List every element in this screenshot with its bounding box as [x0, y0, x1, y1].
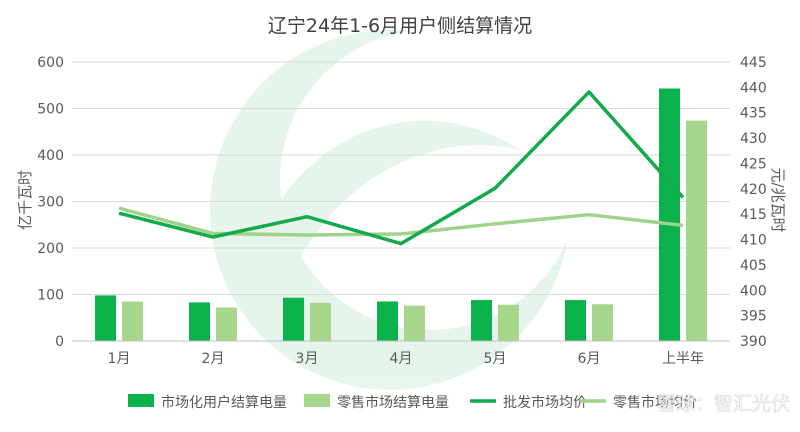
left-tick-label: 200 [37, 241, 64, 257]
legend-swatch [304, 394, 330, 407]
right-tick-label: 445 [740, 55, 767, 71]
x-tick-label: 6月 [578, 351, 601, 367]
right-tick-label: 390 [740, 334, 767, 350]
gridlines [72, 61, 730, 295]
right-tick-label: 435 [740, 106, 767, 122]
legend-label: 市场化用户结算电量 [161, 394, 287, 411]
bar-series [95, 88, 707, 341]
left-tick-label: 100 [37, 288, 64, 304]
bar [686, 120, 707, 341]
left-axis-ticks: 0 100 200 300 400 500 600 [37, 55, 64, 350]
bar [377, 301, 398, 341]
x-tick-label: 4月 [390, 351, 413, 367]
left-axis-label: 亿千瓦时 [16, 170, 34, 230]
bar [95, 295, 116, 341]
x-tick-label: 5月 [484, 351, 507, 367]
right-tick-label: 415 [740, 207, 767, 223]
left-tick-label: 600 [37, 55, 64, 71]
legend-label: 零售市场均价 [613, 394, 697, 411]
right-tick-label: 420 [740, 182, 767, 198]
right-tick-label: 425 [740, 156, 767, 172]
bar [565, 300, 586, 341]
right-tick-label: 405 [740, 258, 767, 274]
watermark-text: 雪球：智汇光伏 [657, 393, 790, 415]
right-axis-ticks: 390 395 400 405 410 415 420 425 430 435 440 445 [740, 55, 767, 350]
bar [592, 304, 613, 341]
right-tick-label: 400 [740, 283, 767, 299]
bar [404, 305, 425, 341]
bar [659, 88, 680, 341]
right-tick-label: 410 [740, 233, 767, 249]
series-line [118, 90, 685, 246]
right-tick-label: 395 [740, 309, 767, 325]
legend-swatch [128, 394, 154, 407]
left-tick-label: 300 [37, 195, 64, 211]
left-tick-label: 400 [37, 148, 64, 164]
x-tick-label: 上半年 [662, 351, 704, 367]
right-axis-label: 元/兆瓦时 [769, 167, 787, 232]
right-tick-label: 440 [740, 80, 767, 96]
bar [122, 301, 143, 341]
left-tick-label: 500 [37, 102, 64, 118]
x-tick-label: 2月 [202, 351, 225, 367]
legend-label: 批发市场均价 [503, 394, 587, 411]
right-tick-label: 430 [740, 131, 767, 147]
legend-label: 零售市场结算电量 [337, 394, 449, 411]
x-tick-label: 1月 [108, 351, 131, 367]
bar [310, 302, 331, 341]
bar [283, 297, 304, 341]
bar [471, 300, 492, 341]
bar [189, 302, 210, 341]
bar [216, 307, 237, 341]
bar [498, 304, 519, 341]
x-axis-ticks: 1月 2月 3月 4月 5月 6月 上半年 [108, 351, 704, 367]
chart-title: 辽宁24年1-6月用户侧结算情况 [268, 15, 532, 37]
x-tick-label: 3月 [296, 351, 319, 367]
series-line [118, 206, 684, 237]
legend: 市场化用户结算电量 零售市场结算电量 批发市场均价 零售市场均价 [128, 394, 697, 411]
line-series [118, 90, 685, 246]
left-tick-label: 0 [55, 334, 64, 350]
